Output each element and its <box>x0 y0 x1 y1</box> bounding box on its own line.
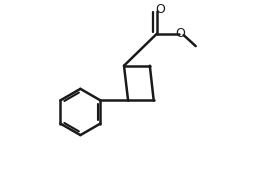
Text: O: O <box>176 27 186 40</box>
Text: O: O <box>155 3 165 16</box>
